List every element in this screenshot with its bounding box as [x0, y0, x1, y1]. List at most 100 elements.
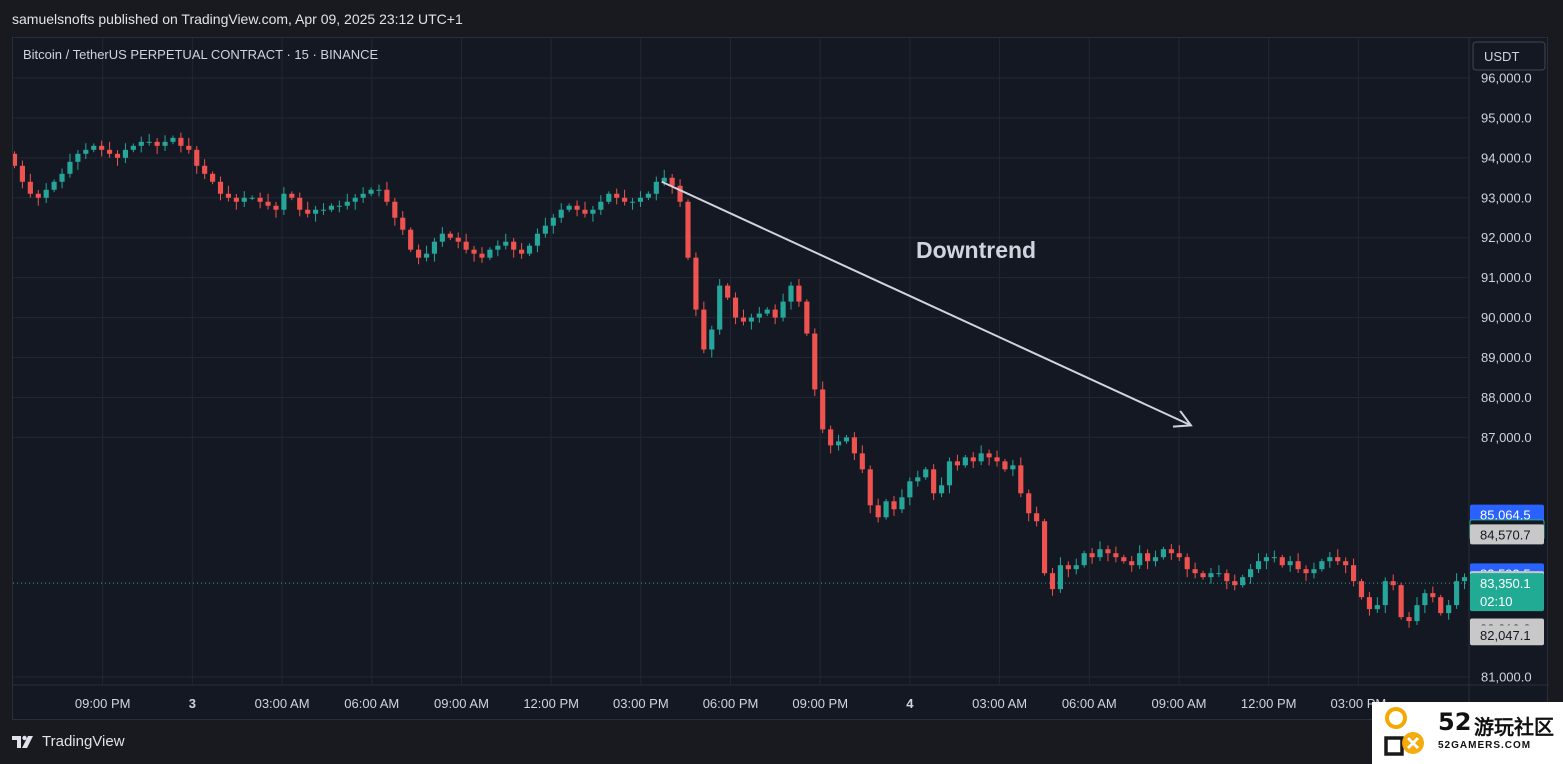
candle: [923, 466, 929, 480]
candle-body: [1089, 553, 1095, 558]
candle-body: [273, 205, 279, 210]
watermark-domain: 52GAMERS.COM: [1438, 740, 1532, 751]
candle: [202, 159, 208, 179]
candle-body: [43, 189, 49, 198]
candle: [487, 247, 493, 261]
candle-body: [479, 253, 485, 258]
candle: [1295, 553, 1301, 573]
candle-body: [709, 329, 715, 350]
candle: [772, 304, 778, 325]
candle-body: [598, 201, 604, 210]
candle: [146, 133, 152, 146]
candle-body: [19, 165, 25, 182]
candle: [756, 306, 762, 323]
candle-body: [574, 205, 580, 210]
candle-body: [289, 193, 295, 198]
candle: [812, 328, 818, 397]
candle: [978, 445, 984, 466]
candle: [1327, 552, 1333, 568]
candle-body: [1232, 581, 1238, 586]
candle-body: [1065, 565, 1071, 570]
annotations[interactable]: Downtrend: [661, 180, 1193, 428]
candle-body: [693, 257, 699, 310]
candle: [384, 181, 390, 206]
candle: [859, 445, 865, 474]
candle: [289, 191, 295, 201]
candle-body: [431, 241, 438, 254]
candle: [526, 243, 533, 257]
candle: [1216, 565, 1222, 577]
candle: [1200, 570, 1206, 580]
candle: [669, 173, 675, 194]
candle: [796, 279, 802, 307]
candle-body: [1382, 581, 1388, 606]
candle-body: [1049, 573, 1056, 590]
candle-body: [725, 285, 731, 298]
candle: [1422, 589, 1428, 614]
chart-panel[interactable]: Downtrend 96,000.0 95,000.0 94,000.0 93,000…: [12, 37, 1549, 721]
x-tick-label: 4: [906, 696, 914, 711]
candle: [1121, 554, 1127, 564]
y-tick-label: 95,000.0: [1481, 110, 1532, 125]
watermark-number: 52: [1438, 708, 1472, 736]
bottom-bar: [0, 720, 1563, 764]
candlestick-chart[interactable]: Downtrend 96,000.0 95,000.0 94,000.0 93,000…: [13, 38, 1549, 721]
candle: [138, 136, 144, 153]
candle: [550, 213, 556, 234]
candle-body: [1105, 549, 1111, 554]
candle-body: [772, 309, 778, 318]
candle: [701, 301, 707, 354]
candle-body: [423, 253, 430, 258]
candle: [313, 205, 319, 222]
candle-body: [1248, 569, 1254, 578]
currency-button[interactable]: USDT: [1472, 41, 1546, 71]
y-tick-label: 91,000.0: [1481, 270, 1532, 285]
candle: [1358, 578, 1365, 600]
candle-body: [899, 497, 905, 510]
candle-body: [978, 453, 984, 462]
candle-body: [1137, 553, 1143, 566]
tradingview-logo[interactable]: TradingView: [12, 733, 125, 750]
candle: [1144, 549, 1151, 570]
x-tick-label: 12:00 PM: [523, 696, 579, 711]
candle-body: [1176, 553, 1182, 558]
candle-body: [748, 317, 754, 322]
x-tick-label: 03:00 PM: [613, 696, 669, 711]
candle: [1454, 573, 1460, 609]
y-tick-label: 92,000.0: [1481, 230, 1532, 245]
candle-body: [875, 505, 881, 518]
candle: [408, 227, 414, 253]
candle: [1279, 554, 1285, 568]
candle: [431, 237, 438, 262]
candle-body: [1461, 577, 1468, 582]
candle-body: [1406, 617, 1412, 622]
candle-body: [1327, 557, 1333, 562]
candle-body: [297, 197, 303, 210]
candle: [1034, 506, 1040, 527]
candle: [297, 192, 303, 217]
candle-body: [59, 173, 65, 182]
candle: [843, 434, 850, 444]
candle: [1184, 553, 1190, 578]
candle: [328, 203, 335, 213]
candle: [186, 137, 192, 154]
candle: [13, 151, 18, 169]
candle-body: [851, 437, 857, 454]
candle-body: [281, 193, 287, 210]
price-badges: 85,064.584,685.584,570.783,593.583,401.4…: [1469, 504, 1545, 646]
candle-body: [931, 469, 937, 494]
candle: [780, 293, 786, 322]
candle: [970, 452, 976, 468]
candle-body: [1240, 577, 1246, 586]
price-badge: 83,350.1 02:10: [1470, 573, 1544, 612]
candle-body: [1208, 573, 1214, 578]
candle-body: [400, 217, 406, 230]
candle: [1271, 550, 1277, 563]
candle: [622, 189, 628, 206]
candle-body: [99, 145, 105, 150]
candle-body: [1010, 465, 1016, 470]
candle: [1018, 457, 1024, 498]
x-tick-label: 06:00 PM: [703, 696, 759, 711]
candle-body: [154, 141, 160, 146]
downtrend-arrow-line: [661, 180, 1192, 427]
